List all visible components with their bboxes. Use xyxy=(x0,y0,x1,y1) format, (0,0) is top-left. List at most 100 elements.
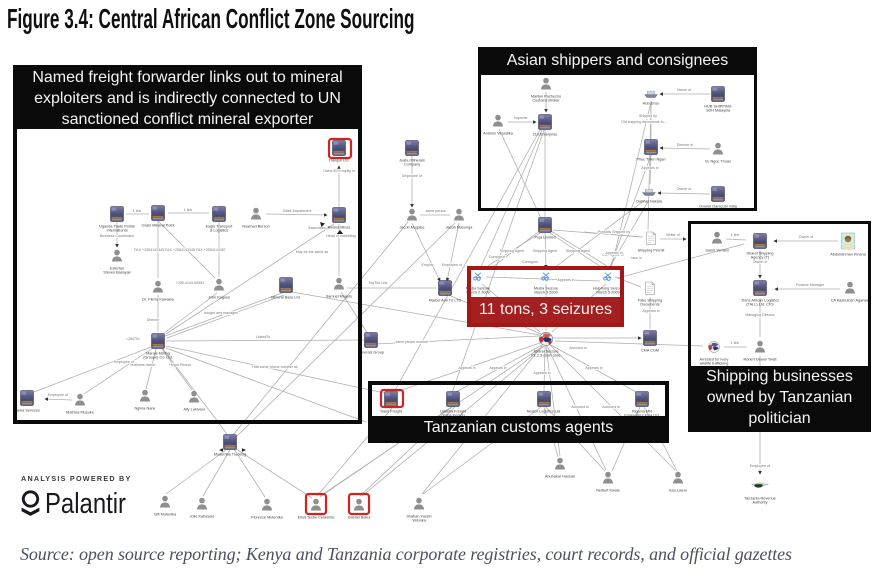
svg-text:wildlife trafficking: wildlife trafficking xyxy=(700,362,729,366)
svg-text:Forwarders Esta Ltd.: Forwarders Esta Ltd. xyxy=(624,414,659,418)
svg-text:Hub Enso: Hub Enso xyxy=(643,102,660,106)
svg-text:Owner of: Owner of xyxy=(677,88,692,92)
svg-text:Dalmas Nakala: Dalmas Nakala xyxy=(636,200,663,204)
svg-text:Samir Yemani: Samir Yemani xyxy=(705,249,729,253)
svg-text:Florence Mutentka: Florence Mutentka xyxy=(251,516,283,520)
svg-text:Steven Basayas: Steven Basayas xyxy=(103,271,131,275)
svg-text:Tanzania Revenue: Tanzania Revenue xyxy=(744,497,775,501)
svg-text:Minerals Group: Minerals Group xyxy=(358,351,384,355)
svg-text:<28475>: <28475> xyxy=(126,337,140,341)
svg-text:Marbel Aati TZ LTD: Marbel Aati TZ LTD xyxy=(429,299,462,303)
svg-text:Has same phone number as: Has same phone number as xyxy=(252,365,297,369)
svg-text:John Kagose: John Kagose xyxy=(208,296,230,300)
svg-text:Shipped by: Shipped by xyxy=(639,114,657,118)
svg-text:Vu Ngoc Thuan: Vu Ngoc Thuan xyxy=(705,160,731,164)
svg-text:Rama Services: Rama Services xyxy=(14,409,40,413)
svg-text:1 link: 1 link xyxy=(731,341,740,345)
svg-text:Agency (T): Agency (T) xyxy=(751,256,770,260)
svg-text:Udaefia Freight: Udaefia Freight xyxy=(440,410,467,414)
svg-text:Shipping Agent: Shipping Agent xyxy=(533,249,557,253)
svg-text:Trans African Logistics: Trans African Logistics xyxy=(741,299,779,303)
svg-text:March 5 2009: March 5 2009 xyxy=(596,291,619,295)
svg-text:March 3 2009: March 3 2009 xyxy=(534,291,557,295)
svg-text:Appears in: Appears in xyxy=(642,309,659,313)
svg-text:Robert Dewar Twist: Robert Dewar Twist xyxy=(743,358,777,362)
svg-text:Mathias Musoke: Mathias Musoke xyxy=(66,411,94,415)
svg-text:Finance Manager: Finance Manager xyxy=(796,283,825,287)
svg-text:Employee of: Employee of xyxy=(114,360,134,364)
svg-text:Mineral Base Ltd.: Mineral Base Ltd. xyxy=(271,296,301,300)
svg-text:Oasis Mineral Point: Oasis Mineral Point xyxy=(142,224,176,228)
svg-text:Uganda Trade Points: Uganda Trade Points xyxy=(99,225,135,229)
svg-text:March 2 2009: March 2 2009 xyxy=(466,291,489,295)
svg-text:Authority: Authority xyxy=(753,501,768,505)
svg-text:Accused in: Accused in xyxy=(569,346,587,350)
svg-text:Consignor: Consignor xyxy=(522,260,539,264)
svg-text:Juabu Minerals: Juabu Minerals xyxy=(399,159,425,163)
svg-text:+255-4144-55553: +255-4144-55553 xyxy=(176,281,204,285)
svg-text:Sharef Shipping: Sharef Shipping xyxy=(746,252,773,256)
svg-text:Puja Limited: Puja Limited xyxy=(535,236,556,240)
svg-text:(TALL) Ltd. CFS: (TALL) Ltd. CFS xyxy=(746,303,774,307)
svg-text:Issa Lweru: Issa Lweru xyxy=(669,489,687,493)
svg-text:Overlet Daracubi India: Overlet Daracubi India xyxy=(699,205,738,209)
svg-text:Company: Company xyxy=(404,163,420,167)
svg-text:Tranquil Ltd.: Tranquil Ltd. xyxy=(329,159,350,163)
svg-text:SDH Malaysia: SDH Malaysia xyxy=(706,109,731,113)
svg-text:Shaban Yassin: Shaban Yassin xyxy=(406,515,431,519)
svg-text:Shipping Permit: Shipping Permit xyxy=(638,249,666,253)
svg-text:LinkedTo: LinkedTo xyxy=(256,335,270,339)
svg-text:Fake Shipping: Fake Shipping xyxy=(638,299,662,303)
svg-text:Managing Director: Managing Director xyxy=(745,313,775,317)
svg-text:Esterfan: Esterfan xyxy=(110,267,124,271)
svg-text:CA Aashutosh Agarwal: CA Aashutosh Agarwal xyxy=(831,299,870,303)
svg-text:same phone number: same phone number xyxy=(396,340,430,344)
svg-text:(Groupe) Co. Ltd.: (Groupe) Co. Ltd. xyxy=(143,356,173,360)
svg-text:Kigoma MN: Kigoma MN xyxy=(632,410,652,414)
svg-text:Yafunka: Yafunka xyxy=(412,519,427,523)
svg-text:Marula Mining: Marula Mining xyxy=(146,352,170,356)
svg-text:Director of: Director of xyxy=(677,143,694,147)
svg-text:Appears in: Appears in xyxy=(605,251,622,255)
svg-text:Ally Lukivani: Ally Lukivani xyxy=(183,408,204,412)
svg-text:Possibly Shipped by: Possibly Shipped by xyxy=(598,230,631,234)
svg-text:Gift Mutentka: Gift Mutentka xyxy=(154,513,177,517)
svg-text:+Mgnt Person: +Mgnt Person xyxy=(169,363,191,367)
svg-text:1 link: 1 link xyxy=(133,209,142,213)
svg-text:& Logistics: & Logistics xyxy=(210,229,228,233)
svg-text:Employee of: Employee of xyxy=(48,393,68,397)
svg-text:Accused in: Accused in xyxy=(571,405,589,409)
svg-text:Haiphong Seizure: Haiphong Seizure xyxy=(593,287,623,291)
svg-text:Sales Department: Sales Department xyxy=(283,209,312,213)
svg-text:Employee of: Employee of xyxy=(442,263,462,267)
svg-text:Documents: Documents xyxy=(640,303,659,307)
svg-text:Sharel Seizure: Sharel Seizure xyxy=(534,350,559,354)
svg-text:Appears in: Appears in xyxy=(458,366,475,370)
svg-text:Associates: Associates xyxy=(308,226,326,230)
svg-text:Antonio Virandika: Antonio Virandika xyxy=(483,132,514,136)
svg-text:same person: same person xyxy=(426,209,447,213)
svg-text:Abubakar Hassan: Abubakar Hassan xyxy=(545,475,575,479)
svg-text:Employee of: Employee of xyxy=(750,464,770,468)
svg-text:Ngima Nane: Ngima Nane xyxy=(134,407,155,411)
svg-text:Jolie Kabasele: Jolie Kabasele xyxy=(190,515,215,519)
svg-text:Marilyn Pachecho: Marilyn Pachecho xyxy=(531,95,561,99)
svg-text:Business Coordinator: Business Coordinator xyxy=(100,234,135,238)
svg-text:Noamad Berson: Noamad Berson xyxy=(242,225,269,229)
svg-text:1 link: 1 link xyxy=(731,233,740,237)
svg-text:Consignee of: Consignee of xyxy=(602,253,623,257)
svg-text:Owns 60% equity in: Owns 60% equity in xyxy=(323,169,355,173)
svg-text:Arrested for ivory: Arrested for ivory xyxy=(700,358,729,362)
svg-text:Shipping Agent: Shipping Agent xyxy=(500,249,524,253)
svg-text:May be the same as: May be the same as xyxy=(296,250,329,254)
svg-text:Did shipping documents fo...: Did shipping documents fo... xyxy=(621,120,666,124)
svg-text:Nelbert Kwale: Nelbert Kwale xyxy=(596,489,620,493)
svg-text:Media Seizure: Media Seizure xyxy=(466,287,490,291)
svg-text:CMA CGM: CMA CGM xyxy=(641,349,659,353)
svg-text:International: International xyxy=(107,229,128,233)
svg-text:Team Freight: Team Freight xyxy=(380,410,403,414)
svg-text:Appears in: Appears in xyxy=(585,366,602,370)
svg-text:+acs in: +acs in xyxy=(630,256,642,260)
svg-text:Shipping Agent: Shipping Agent xyxy=(566,249,590,253)
svg-text:Employ:: Employ: xyxy=(422,263,435,267)
